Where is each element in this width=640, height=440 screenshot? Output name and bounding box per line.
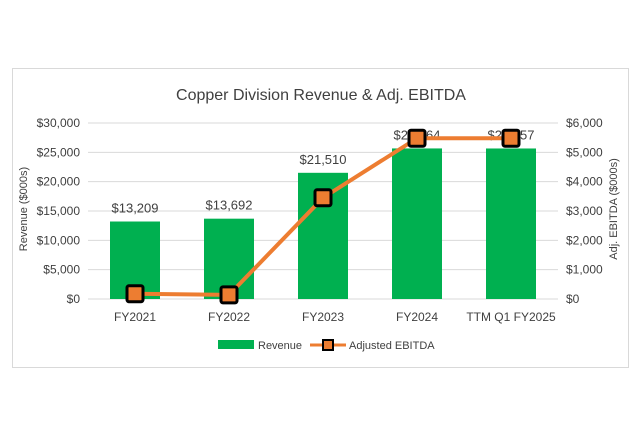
y-tick-label: $0: [67, 292, 81, 306]
revenue-bar: [392, 148, 442, 299]
revenue-data-label: $13,209: [112, 201, 159, 216]
revenue-data-label: $21,510: [300, 152, 347, 167]
y2-tick-label: $6,000: [566, 116, 603, 130]
x-tick-label: FY2022: [208, 310, 250, 324]
y2-axis-label: Adj. EBITDA ($000s): [608, 158, 620, 260]
chart-title: Copper Division Revenue & Adj. EBITDA: [176, 87, 466, 104]
y-tick-label: $20,000: [37, 175, 81, 189]
y-tick-label: $5,000: [43, 263, 80, 277]
revenue-data-label: $13,692: [206, 198, 253, 213]
x-tick-label: FY2021: [114, 310, 156, 324]
y2-tick-label: $1,000: [566, 263, 603, 277]
ebitda-marker: [407, 128, 427, 148]
y-tick-label: $15,000: [37, 204, 81, 218]
y2-tick-label: $2,000: [566, 233, 603, 247]
y2-tick-label: $5,000: [566, 145, 603, 159]
legend-ebitda-marker: [322, 339, 334, 351]
x-tick-label: FY2024: [396, 310, 438, 324]
y-tick-label: $25,000: [37, 145, 81, 159]
y2-tick-label: $4,000: [566, 175, 603, 189]
revenue-bar: [486, 148, 536, 299]
x-tick-label: TTM Q1 FY2025: [466, 310, 556, 324]
chart-card: Copper Division Revenue & Adj. EBITDA $1…: [12, 68, 629, 368]
y2-tick-label: $3,000: [566, 204, 603, 218]
ebitda-marker: [313, 188, 333, 208]
x-tick-label: FY2023: [302, 310, 344, 324]
ebitda-marker: [219, 285, 239, 305]
ebitda-marker: [501, 128, 521, 148]
legend-ebitda-label: Adjusted EBITDA: [349, 340, 435, 352]
chart: Copper Division Revenue & Adj. EBITDA $1…: [18, 87, 620, 352]
y2-tick-label: $0: [566, 292, 580, 306]
y-tick-label: $30,000: [37, 116, 81, 130]
y-tick-label: $10,000: [37, 233, 81, 247]
y-axis-label: Revenue ($000s): [18, 167, 30, 251]
legend-revenue-label: Revenue: [258, 340, 302, 352]
legend-revenue-swatch: [218, 340, 254, 349]
ebitda-marker: [125, 284, 145, 304]
